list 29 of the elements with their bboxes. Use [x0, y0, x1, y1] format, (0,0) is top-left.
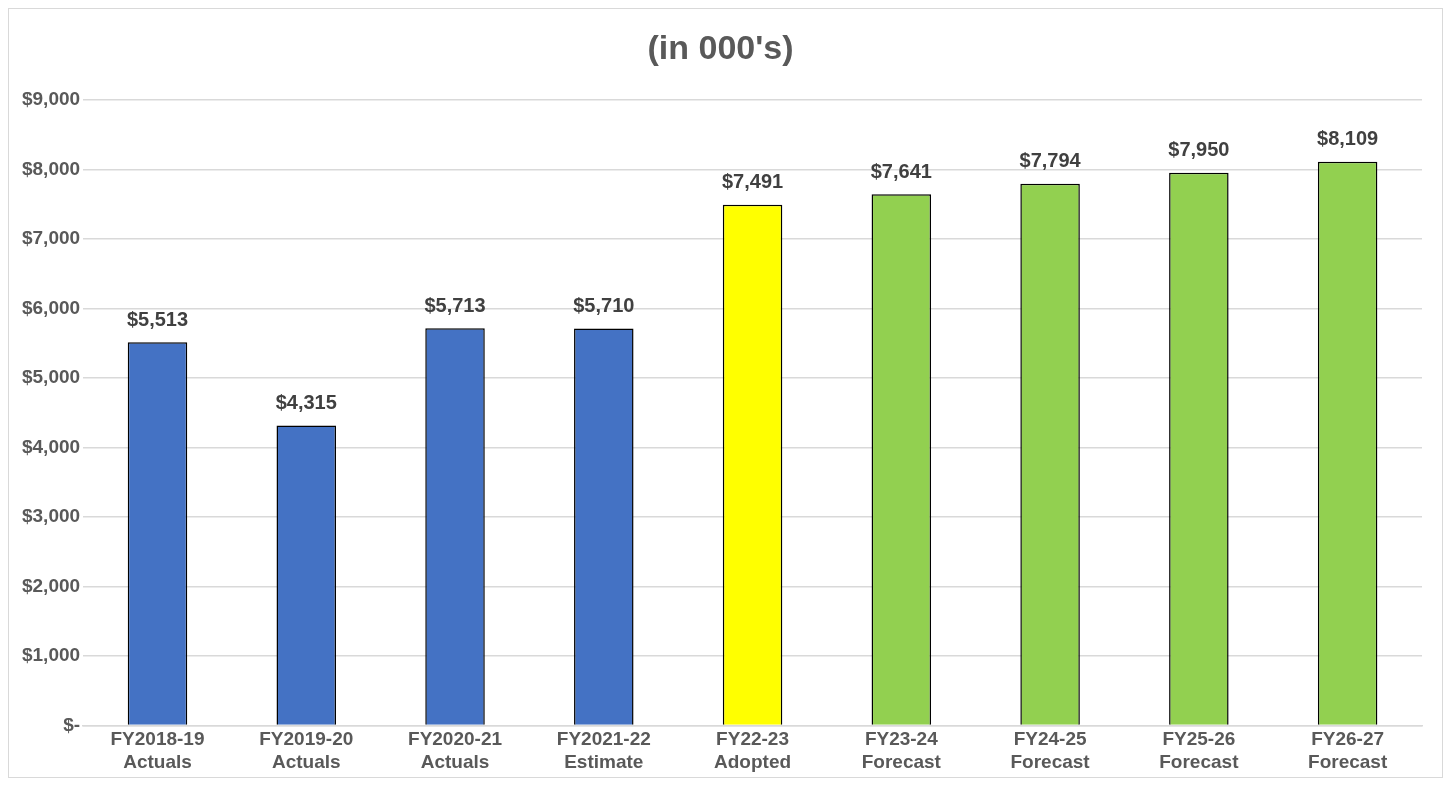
- data-label: $7,491: [721, 170, 784, 193]
- x-tick-label: FY23-24 Forecast: [861, 728, 942, 772]
- x-tick-label: FY22-23 Adopted: [714, 728, 792, 772]
- data-label: $5,713: [424, 293, 486, 316]
- x-tick-label: FY2018-19 Actuals: [110, 728, 205, 772]
- data-label: $8,109: [1317, 127, 1379, 150]
- y-tick-label: $9,000: [21, 88, 81, 110]
- y-tick-label: $6,000: [21, 296, 81, 318]
- y-tick-label: $3,000: [21, 505, 81, 527]
- x-tick-label: FY25-26 Forecast: [1159, 728, 1240, 772]
- data-label: $5,513: [126, 307, 189, 330]
- y-tick-label: $1,000: [21, 644, 81, 666]
- chart-title: (in 000's): [647, 27, 794, 66]
- y-tick-label: $7,000: [21, 227, 81, 249]
- data-label: $5,710: [573, 294, 635, 317]
- y-tick-label: $5,000: [21, 366, 81, 388]
- x-tick-label: FY26-27 Forecast: [1308, 728, 1388, 772]
- x-tick-label: FY2021-22 Estimate: [556, 728, 651, 772]
- x-tick-label: FY24-25 Forecast: [1010, 728, 1091, 772]
- x-tick-label: FY2020-21 Actuals: [408, 728, 503, 772]
- data-label: $7,950: [1168, 138, 1230, 161]
- data-label: $7,641: [870, 159, 932, 182]
- y-tick-label: $8,000: [21, 157, 81, 179]
- y-tick-label: $4,000: [21, 435, 81, 457]
- data-label: $4,315: [275, 390, 337, 413]
- data-label: $7,794: [1019, 149, 1082, 172]
- x-tick-label: FY2019-20 Actuals: [259, 728, 354, 772]
- y-tick-label: $-: [63, 713, 81, 735]
- y-tick-label: $2,000: [21, 574, 81, 596]
